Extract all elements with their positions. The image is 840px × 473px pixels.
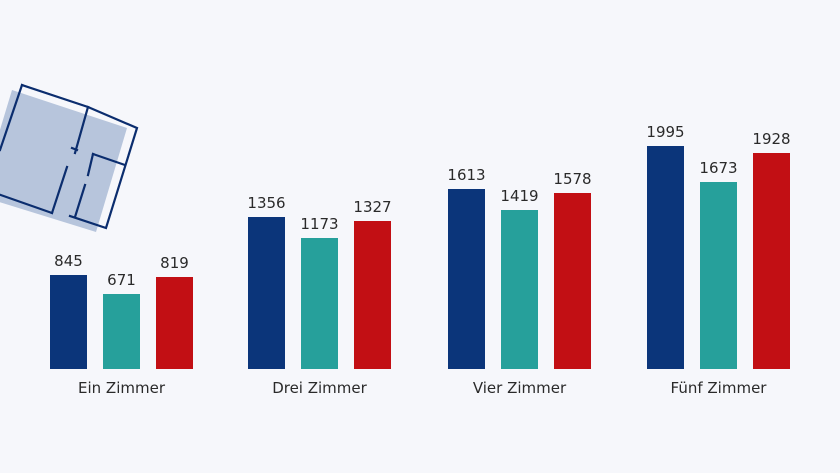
category-label: Vier Zimmer [472,379,567,397]
bar [700,182,737,369]
floor-plan-icon [0,83,139,232]
bar [448,189,485,369]
value-label: 1928 [752,130,791,148]
value-label: 1173 [300,215,339,233]
bar [753,153,790,369]
bar [248,217,285,369]
category-label: Fünf Zimmer [670,379,767,397]
value-label: 1613 [447,166,486,184]
bar [501,210,538,369]
value-label: 1356 [247,194,286,212]
category-label: Drei Zimmer [272,379,367,397]
bar [647,146,684,369]
value-label: 845 [54,252,83,270]
bar [156,277,193,369]
bar [354,221,391,369]
bar [301,238,338,369]
bar [103,294,140,369]
value-label: 1419 [500,187,539,205]
bar [554,193,591,369]
value-label: 1673 [699,159,738,177]
value-label: 1327 [353,198,392,216]
value-label: 819 [160,254,189,272]
value-label: 1995 [646,123,685,141]
bar [50,275,87,369]
value-label: 1578 [553,170,592,188]
value-label: 671 [107,271,136,289]
category-label: Ein Zimmer [78,379,165,397]
